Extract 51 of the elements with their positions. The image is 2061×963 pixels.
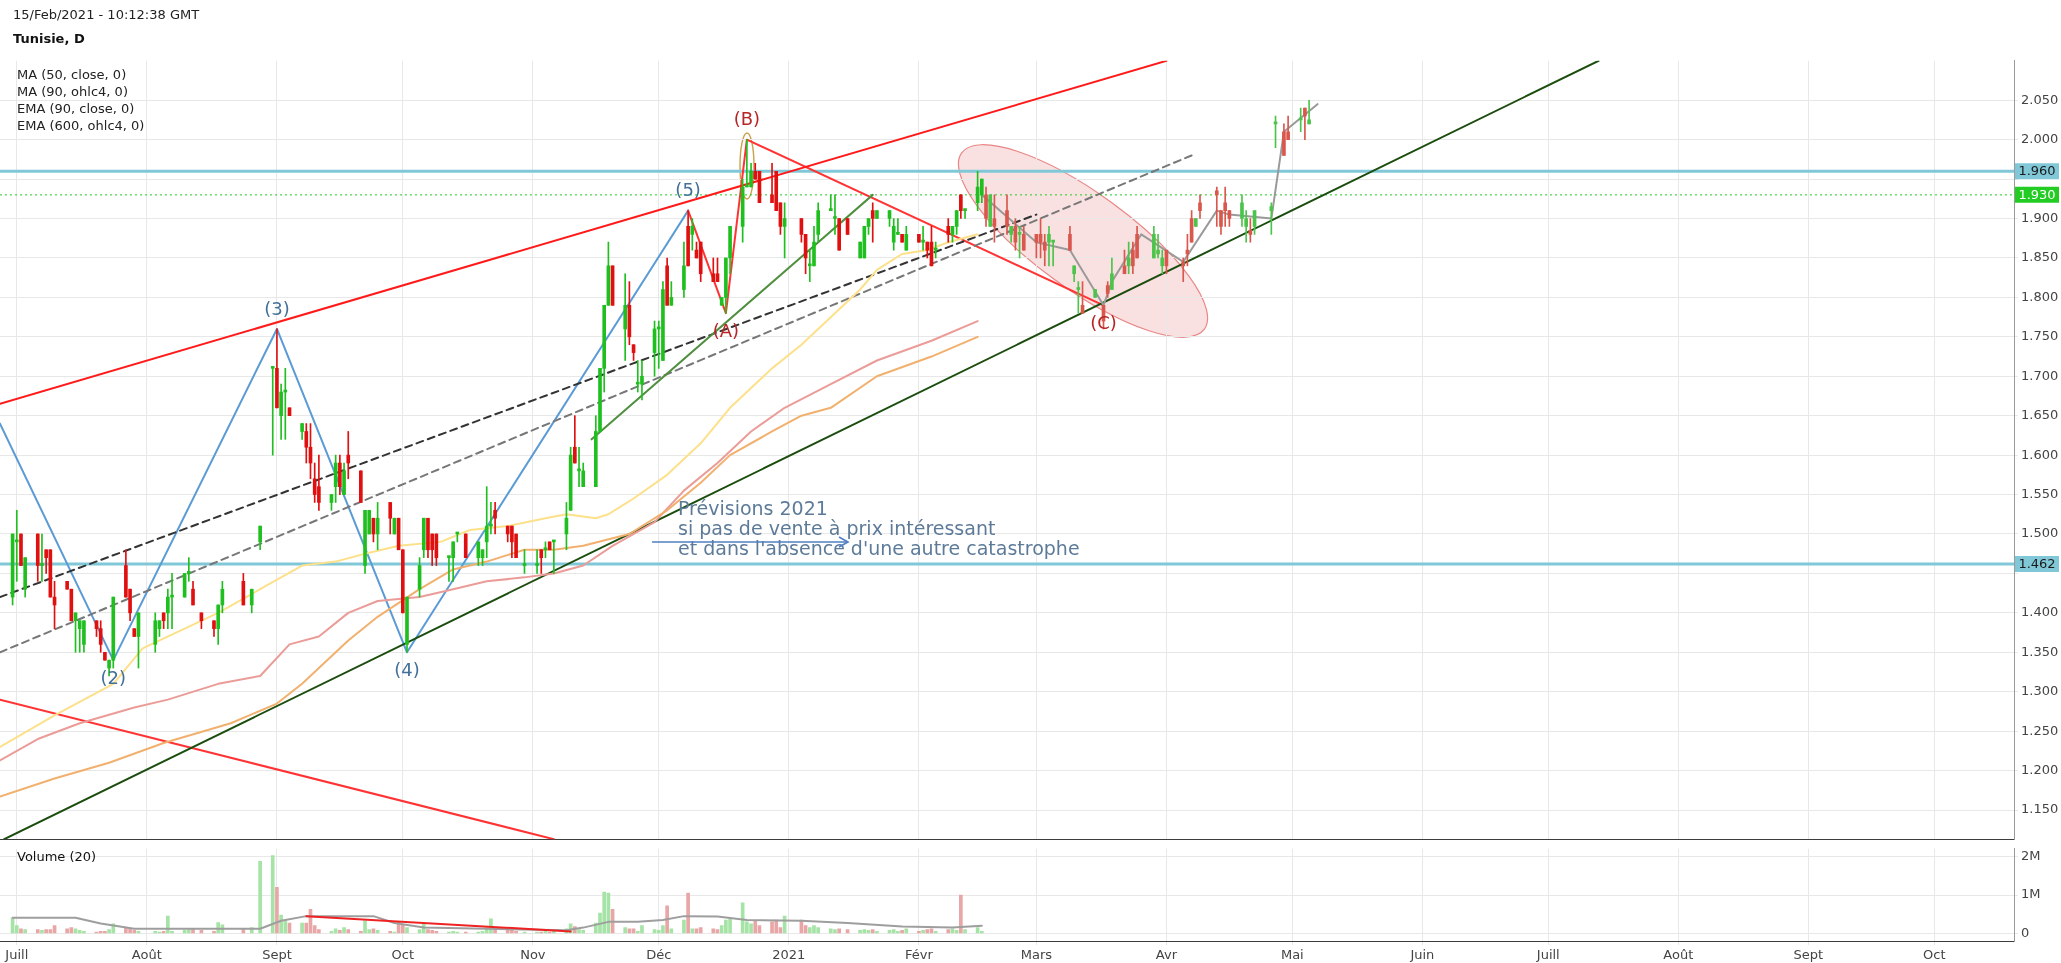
annotation: (5): [675, 179, 701, 201]
y-tick-label: 1.200: [2021, 761, 2059, 777]
y-tick-label: 1.500: [2021, 525, 2059, 541]
y-tick-label: 1.700: [2021, 367, 2059, 383]
annotation: MA (50, close, 0): [17, 67, 127, 83]
x-tick-label: Déc: [646, 947, 672, 963]
ref-line-label: 1.462: [2018, 555, 2056, 571]
y-tick-label: 1.650: [2021, 407, 2059, 423]
y-tick-label: 1.300: [2021, 683, 2059, 699]
annotation: (B): [733, 108, 761, 130]
y-tick-label: 1.250: [2021, 722, 2059, 738]
y-tick-label: 1.850: [2021, 249, 2059, 265]
annotation: Prévisions 2021 si pas de vente à prix intéressant et dans l'absence d'une autre catastrophe: [678, 497, 1080, 559]
x-tick-label: Oct: [1923, 947, 1946, 963]
annotation: EMA (90, close, 0): [17, 101, 135, 117]
x-tick-label: Mars: [1020, 947, 1053, 963]
x-tick-label: Févr: [904, 947, 934, 963]
y-tick-label: 1.800: [2021, 288, 2059, 304]
y-tick-label: 1.900: [2021, 209, 2059, 225]
y-tick-label: 1.350: [2021, 643, 2059, 659]
chart-subtitle: 15/Feb/2021 - 10:12:38 GMT: [13, 7, 200, 23]
chart-title: Volume (20): [17, 849, 97, 865]
y-tick-label: 2M: [2021, 848, 2041, 864]
annotation: MA (90, ohlc4, 0): [17, 84, 128, 100]
x-tick-label: Juill: [4, 947, 29, 963]
y-tick-label: 1.750: [2021, 328, 2059, 344]
y-tick-label: 0: [2021, 924, 2030, 940]
annotation: (3): [264, 297, 290, 319]
x-tick-label: Mai: [1280, 947, 1304, 963]
x-tick-label: Juill: [1535, 947, 1560, 963]
y-tick-label: 1.400: [2021, 604, 2059, 620]
annotation: EMA (600, ohlc4, 0): [17, 118, 145, 134]
x-tick-label: Sept: [262, 947, 292, 963]
x-tick-label: Août: [1663, 947, 1694, 963]
x-tick-label: Avr: [1155, 947, 1178, 963]
x-tick-label: Oct: [391, 947, 415, 963]
chart-title: Tunisie, D: [13, 31, 85, 47]
y-tick-label: 1.150: [2021, 801, 2059, 817]
x-tick-label: Juin: [1409, 947, 1435, 963]
ref-line-label: 1.930: [2018, 186, 2056, 202]
y-tick-label: 2.050: [2021, 91, 2059, 107]
y-tick-label: 1.600: [2021, 446, 2059, 462]
y-tick-label: 1M: [2021, 886, 2041, 902]
x-tick-label: Sept: [1793, 947, 1824, 963]
x-tick-label: Nov: [520, 947, 546, 963]
y-tick-label: 2.000: [2021, 131, 2059, 147]
x-tick-label: 2021: [772, 947, 806, 963]
annotation: (4): [394, 658, 420, 680]
x-tick-label: Août: [131, 947, 162, 963]
ref-line-label: 1.960: [2018, 163, 2056, 179]
y-tick-label: 1.550: [2021, 485, 2059, 501]
